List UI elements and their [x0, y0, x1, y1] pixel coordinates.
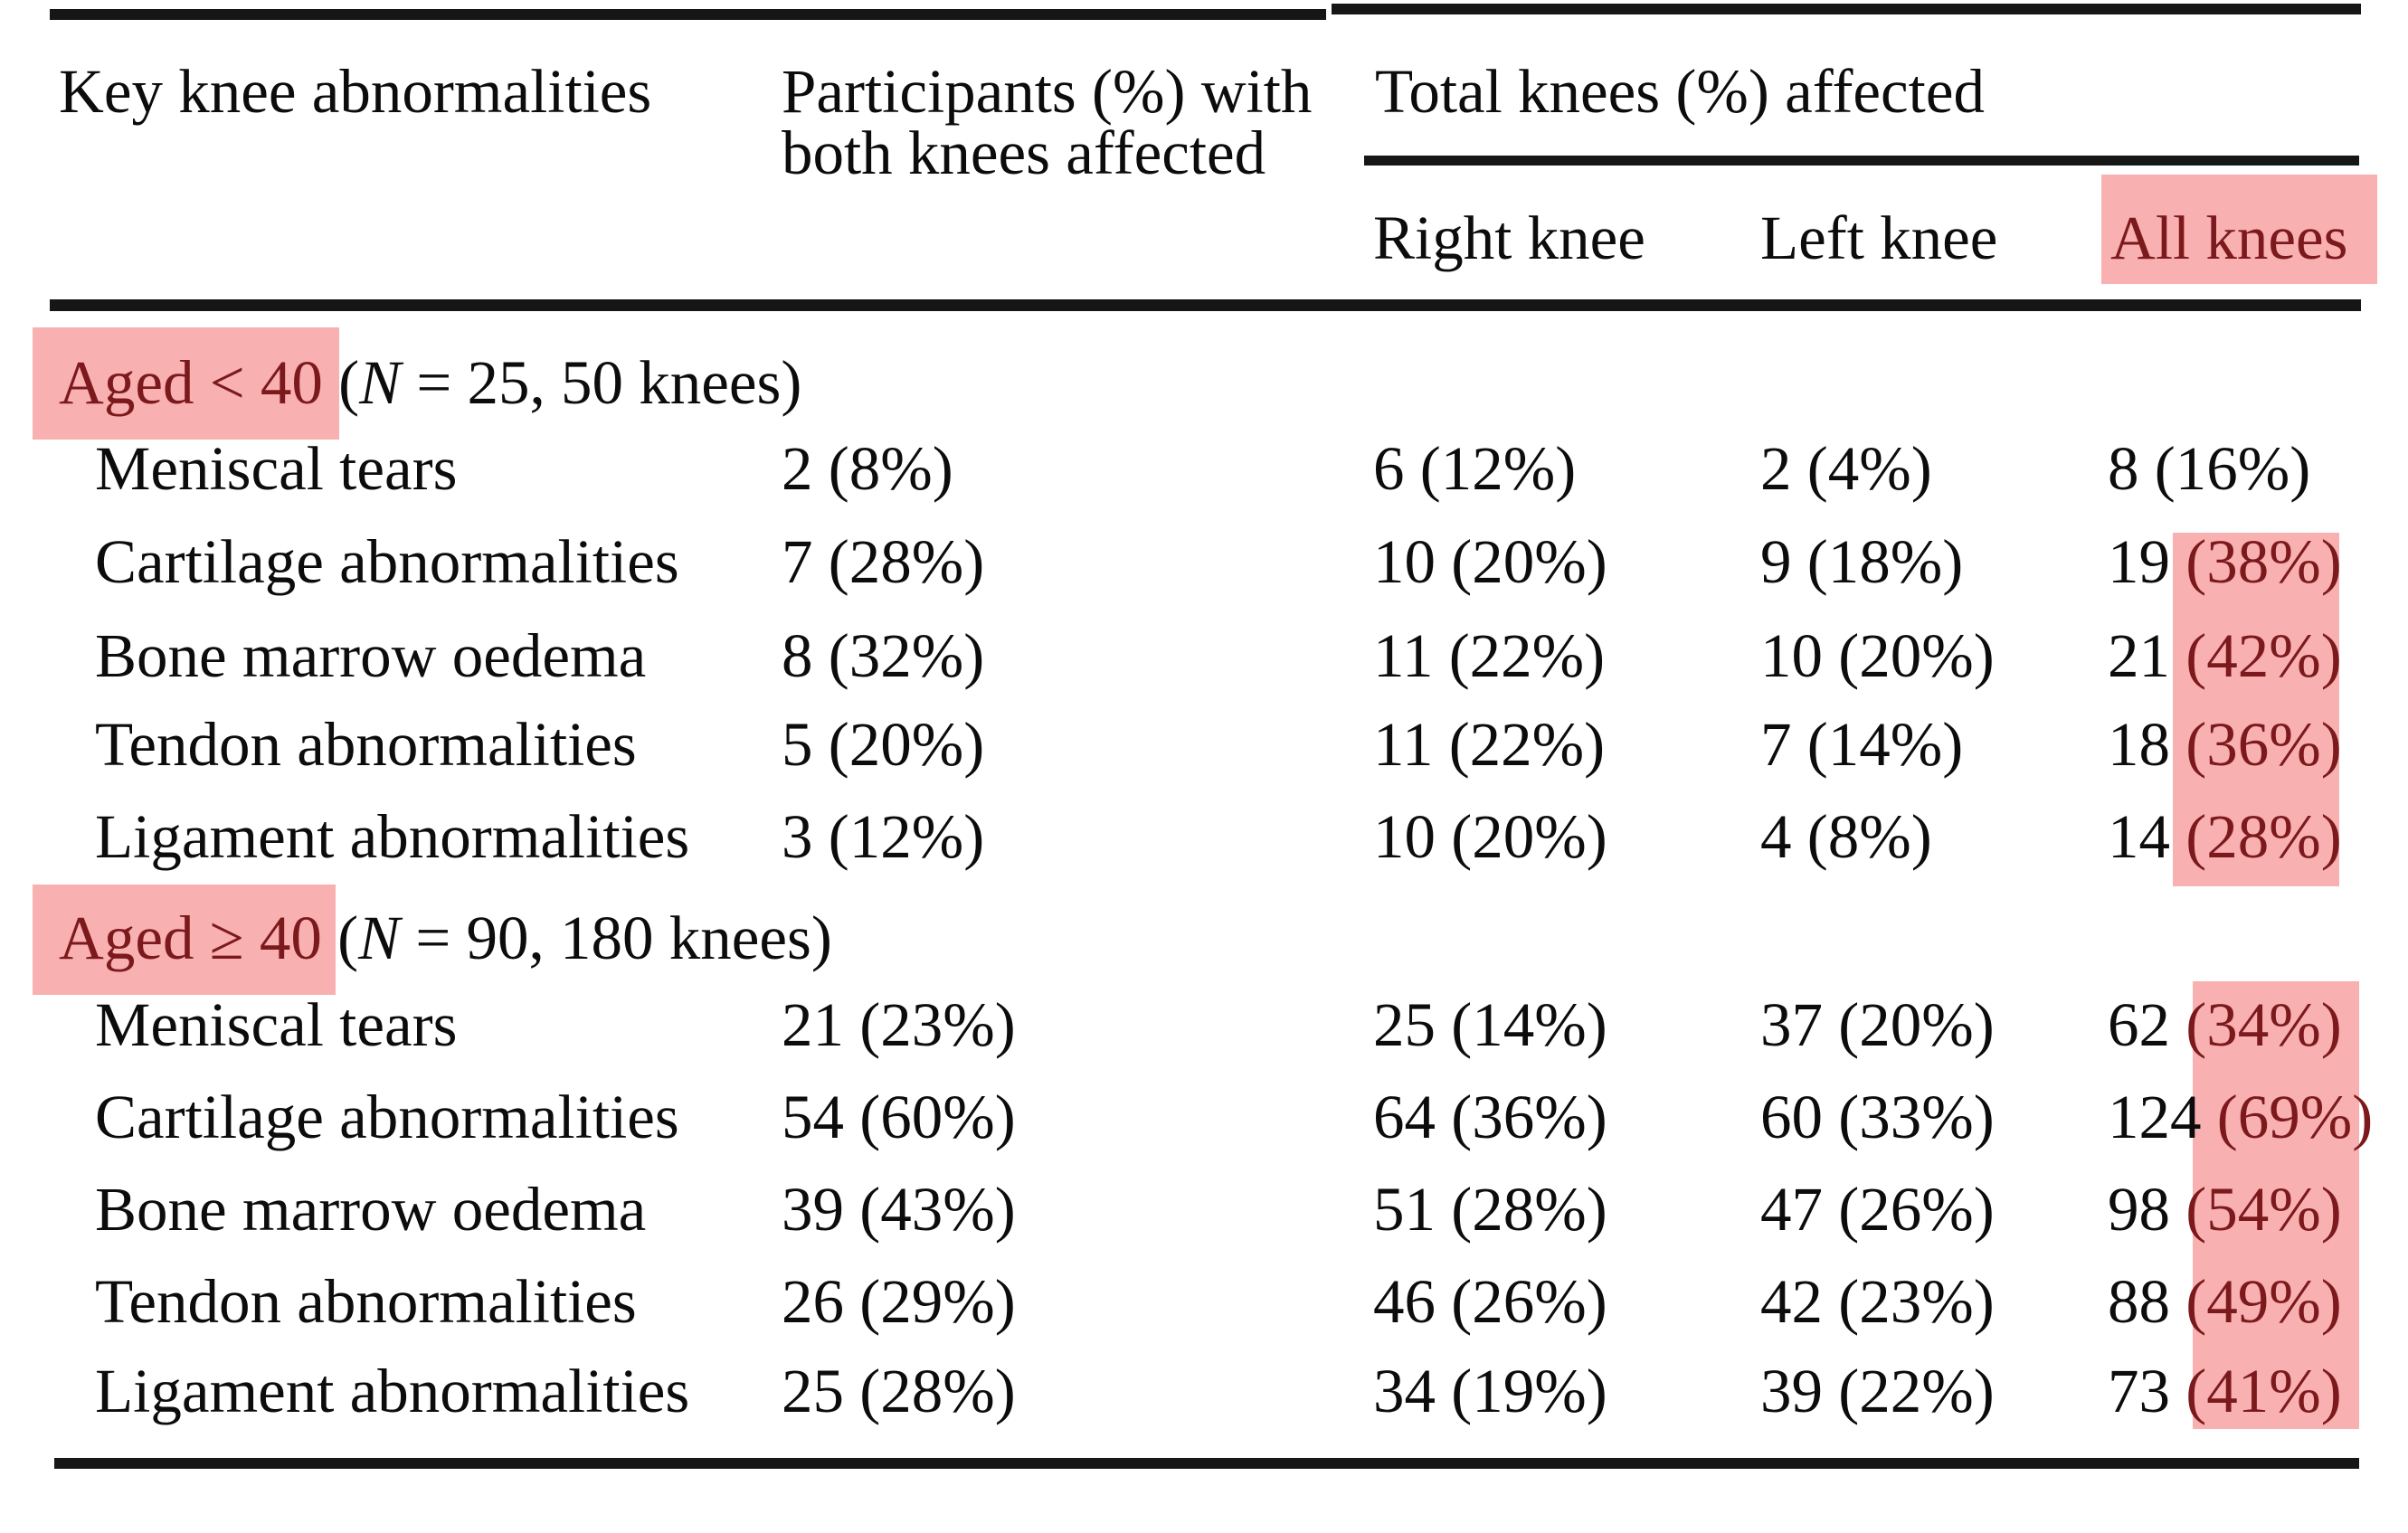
all-knees-pct: (34%) [2185, 990, 2342, 1059]
all-knees-count: 18 [2108, 710, 2186, 779]
participants-cell: 8 (32%) [782, 621, 985, 690]
all-knees-count: 98 [2108, 1175, 2186, 1244]
participants-cell: 3 (12%) [782, 802, 985, 871]
all-knees-count: 73 [2108, 1357, 2186, 1425]
row-label: Tendon abnormalities [95, 710, 637, 779]
all-knees-pct: (69%) [2216, 1083, 2374, 1151]
right-knee-cell: 46 (26%) [1373, 1267, 1607, 1336]
participants-cell: 21 (23%) [782, 990, 1016, 1059]
all-knees-pct: (36%) [2185, 710, 2342, 779]
participants-cell: 2 (8%) [782, 434, 953, 503]
right-knee-cell: 25 (14%) [1373, 990, 1607, 1059]
n-symbol: N [359, 348, 402, 417]
left-knee-cell: 37 (20%) [1760, 990, 1995, 1059]
all-knees-pct: (28%) [2185, 802, 2342, 871]
right-knee-cell: 34 (19%) [1373, 1357, 1607, 1425]
table-bottom-rule [54, 1458, 2359, 1469]
left-knee-cell: 4 (8%) [1760, 802, 1932, 871]
participants-cell: 26 (29%) [782, 1267, 1016, 1336]
right-knee-cell: 51 (28%) [1373, 1175, 1607, 1244]
all-knees-cell: 124 (69%) [2108, 1086, 2373, 1149]
row-label: Ligament abnormalities [95, 802, 690, 871]
row-label: Meniscal tears [95, 434, 458, 503]
col-header-participants-line2: both knees affected [782, 118, 1266, 187]
all-knees-cell: 8 (16%) [2108, 438, 2310, 500]
left-knee-cell: 7 (14%) [1760, 710, 1964, 779]
all-knees-count: 21 [2108, 621, 2186, 690]
col-header-right-knee: Right knee [1373, 203, 1645, 272]
row-label: Cartilage abnormalities [95, 1083, 679, 1151]
left-knee-cell: 39 (22%) [1760, 1357, 1995, 1425]
left-knee-cell: 47 (26%) [1760, 1175, 1995, 1244]
all-knees-pct: (54%) [2185, 1175, 2342, 1244]
all-knees-count: 19 [2108, 527, 2186, 596]
right-knee-cell: 10 (20%) [1373, 527, 1607, 596]
highlight-strip-section1 [2173, 533, 2339, 886]
all-knees-cell: 14 (28%) [2108, 806, 2342, 868]
right-knee-cell: 64 (36%) [1373, 1083, 1607, 1151]
section-title-highlighted-text: Aged ≥ 40 [59, 904, 338, 972]
participants-cell: 39 (43%) [782, 1175, 1016, 1244]
right-knee-cell: 6 (12%) [1373, 434, 1577, 503]
section-title: Aged < 40 (N = 25, 50 knees) [59, 352, 801, 414]
all-knees-pct: (42%) [2185, 621, 2342, 690]
col-header-key-knee-abnormalities: Key knee abnormalities [59, 57, 652, 126]
top-rule-left [50, 9, 1326, 20]
highlight-aged-over-40 [33, 885, 336, 995]
header-bottom-rule [50, 299, 2361, 311]
left-knee-cell: 42 (23%) [1760, 1267, 1995, 1336]
participants-cell: 5 (20%) [782, 710, 985, 779]
row-label: Bone marrow oedema [95, 621, 647, 690]
left-knee-cell: 10 (20%) [1760, 621, 1995, 690]
row-label: Meniscal tears [95, 990, 458, 1059]
all-knees-count: 88 [2108, 1267, 2186, 1336]
all-knees-count: 8 [2108, 434, 2155, 503]
all-knees-cell: 21 (42%) [2108, 625, 2342, 687]
group-underline [1364, 156, 2359, 166]
all-knees-cell: 19 (38%) [2108, 531, 2342, 593]
highlight-aged-under-40 [33, 327, 339, 440]
all-knees-count: 14 [2108, 802, 2186, 871]
left-knee-cell: 60 (33%) [1760, 1083, 1995, 1151]
all-knees-pct: (38%) [2185, 527, 2342, 596]
participants-cell: 25 (28%) [782, 1357, 1016, 1425]
participants-cell: 54 (60%) [782, 1083, 1016, 1151]
all-knees-cell: 73 (41%) [2108, 1360, 2342, 1423]
right-knee-cell: 11 (22%) [1373, 710, 1606, 779]
right-knee-cell: 10 (20%) [1373, 802, 1607, 871]
row-label: Cartilage abnormalities [95, 527, 679, 596]
row-label: Ligament abnormalities [95, 1357, 690, 1425]
n-symbol: N [358, 904, 401, 972]
left-knee-cell: 2 (4%) [1760, 434, 1932, 503]
all-knees-cell: 18 (36%) [2108, 714, 2342, 776]
col-header-participants-line1: Participants (%) with [782, 57, 1313, 126]
row-label: Bone marrow oedema [95, 1175, 647, 1244]
all-knees-count: 124 [2108, 1083, 2217, 1151]
section-title-sample-size: (N = 90, 180 knees) [337, 904, 832, 972]
all-knees-cell: 88 (49%) [2108, 1271, 2342, 1333]
all-knees-pct: (41%) [2185, 1357, 2342, 1425]
top-rule-right [1332, 4, 2361, 14]
row-label: Tendon abnormalities [95, 1267, 637, 1336]
col-header-left-knee: Left knee [1760, 203, 1998, 272]
right-knee-cell: 11 (22%) [1373, 621, 1606, 690]
all-knees-pct: (49%) [2185, 1267, 2342, 1336]
highlight-all-knees-header [2101, 175, 2377, 284]
col-header-all-knees: All knees [2110, 203, 2348, 272]
all-knees-pct: (16%) [2154, 434, 2311, 503]
group-header-total-knees: Total knees (%) affected [1375, 57, 1985, 126]
participants-cell: 7 (28%) [782, 527, 985, 596]
section-title: Aged ≥ 40 (N = 90, 180 knees) [59, 907, 832, 970]
left-knee-cell: 9 (18%) [1760, 527, 1964, 596]
highlight-strip-section2 [2193, 981, 2359, 1429]
section-title-highlighted-text: Aged < 40 [59, 348, 339, 417]
all-knees-count: 62 [2108, 990, 2186, 1059]
all-knees-cell: 62 (34%) [2108, 994, 2342, 1056]
section-title-sample-size: (N = 25, 50 knees) [338, 348, 802, 417]
all-knees-cell: 98 (54%) [2108, 1178, 2342, 1241]
